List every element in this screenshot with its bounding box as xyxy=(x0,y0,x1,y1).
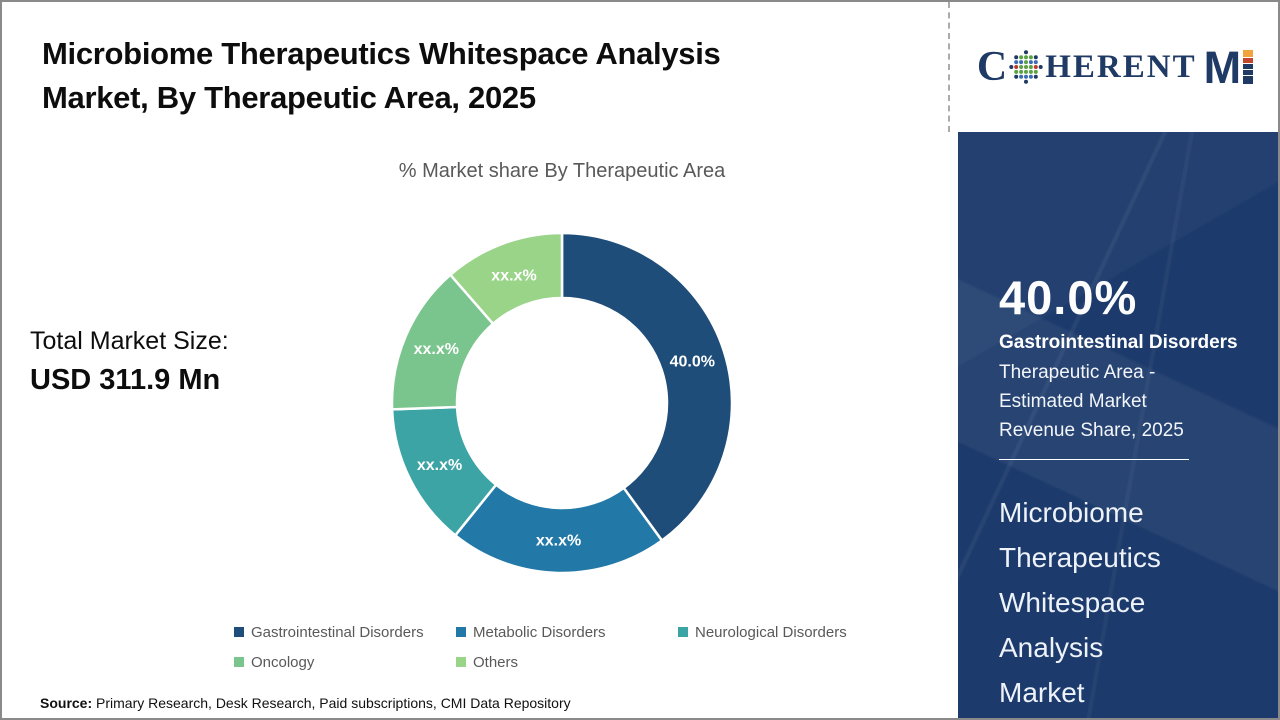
donut-segment-gastrointestinal-disorders xyxy=(560,231,734,542)
logo-i-segment xyxy=(1243,64,1254,69)
logo-i-segment xyxy=(1243,76,1254,84)
legend-swatch-icon xyxy=(234,627,244,637)
legend-label: Gastrointestinal Disorders xyxy=(251,623,424,641)
legend-label: Others xyxy=(473,653,519,671)
logo-globe-dot xyxy=(1029,60,1034,65)
source-text: Primary Research, Desk Research, Paid su… xyxy=(92,695,571,711)
brand-logo: C HERENT M xyxy=(948,2,1278,132)
donut-segment-label: 40.0% xyxy=(670,353,715,370)
logo-globe-dot xyxy=(1024,69,1029,74)
chart-legend: Gastrointestinal Disorders Metabolic Diso… xyxy=(234,617,924,677)
sidebar-highlight-segment: Gastrointestinal Disorders xyxy=(999,332,1238,353)
logo-globe-dot xyxy=(1029,65,1034,69)
legend-item-gastrointestinal-disorders: Gastrointestinal Disorders xyxy=(234,617,456,647)
logo-globe-dot xyxy=(1029,69,1034,74)
logo-globe-dot xyxy=(1034,60,1039,65)
logo-globe-dot xyxy=(1024,55,1029,60)
logo-globe-dot xyxy=(1019,60,1024,65)
donut-segment-label: xx.x% xyxy=(536,533,581,550)
logo-globe-dot xyxy=(1019,69,1024,74)
coherent-logo-segmented-i-icon xyxy=(1243,50,1254,84)
logo-globe-dot xyxy=(1034,65,1039,69)
page-title: Microbiome Therapeutics Whitespace Analy… xyxy=(42,32,942,120)
sidebar-market-name: Microbiome Therapeutics Whitespace Analy… xyxy=(999,497,1161,708)
logo-i-segment xyxy=(1243,50,1254,57)
sidebar-description: Therapeutic Area - Estimated Market Reve… xyxy=(999,362,1184,441)
logo-globe-dot xyxy=(1009,65,1014,69)
total-market-size: Total Market Size: USD 311.9 Mn xyxy=(30,322,229,400)
legend-label: Oncology xyxy=(251,653,315,671)
logo-globe-dot xyxy=(1024,65,1029,69)
logo-globe-dot xyxy=(1034,55,1039,60)
page-title-line2: Market, By Therapeutic Area, 2025 xyxy=(42,80,536,115)
logo-i-segment xyxy=(1243,58,1254,63)
logo-globe-dot xyxy=(1024,50,1029,55)
legend-swatch-icon xyxy=(234,657,244,667)
legend-item-neurological-disorders: Neurological Disorders xyxy=(678,617,900,647)
logo-globe-dot xyxy=(1029,55,1034,60)
donut-chart: 40.0% xx.x% xx.x% xx.x% xx.x% xyxy=(382,223,742,583)
legend-item-metabolic-disorders: Metabolic Disorders xyxy=(456,617,678,647)
legend-item-others: Others xyxy=(456,647,678,677)
sidebar-percent: 40.0% xyxy=(999,271,1138,324)
chart-subtitle: % Market share By Therapeutic Area xyxy=(398,160,726,182)
logo-globe-dot xyxy=(1019,55,1024,60)
donut-segment-label: xx.x% xyxy=(417,457,462,474)
logo-globe-dot xyxy=(1014,74,1019,79)
logo-globe-dot xyxy=(1014,65,1019,69)
legend-swatch-icon xyxy=(456,657,466,667)
logo-letter-c: C xyxy=(976,44,1008,90)
sidebar-panel: 40.0% Gastrointestinal Disorders Therape… xyxy=(958,132,1278,718)
logo-globe-dot xyxy=(1024,60,1029,65)
logo-globe-dot xyxy=(1014,55,1019,60)
source-note: Source: Primary Research, Desk Research,… xyxy=(40,695,571,711)
logo-globe-dot xyxy=(1034,74,1039,79)
legend-swatch-icon xyxy=(678,627,688,637)
logo-i-segment xyxy=(1243,70,1254,75)
total-market-size-label: Total Market Size: xyxy=(30,327,229,355)
legend-label: Neurological Disorders xyxy=(695,623,847,641)
legend-swatch-icon xyxy=(456,627,466,637)
donut-chart-svg: 40.0% xx.x% xx.x% xx.x% xx.x% xyxy=(390,231,734,575)
source-label: Source: xyxy=(40,695,93,711)
logo-globe-dot xyxy=(1019,65,1024,69)
page-title-line1: Microbiome Therapeutics Whitespace Analy… xyxy=(42,36,721,71)
coherentmi-logo: C HERENT M xyxy=(976,41,1254,93)
legend-item-oncology: Oncology xyxy=(234,647,456,677)
logo-globe-dot xyxy=(1019,74,1024,79)
logo-letter-m: M xyxy=(1203,41,1241,93)
logo-globe-dot xyxy=(1014,69,1019,74)
sidebar-divider xyxy=(999,459,1189,460)
logo-globe-dot xyxy=(1038,65,1043,69)
logo-globe-dot xyxy=(1014,60,1019,65)
total-market-size-value: USD 311.9 Mn xyxy=(30,364,221,396)
logo-globe-dot xyxy=(1024,74,1029,79)
logo-letters-herent: HERENT xyxy=(1045,48,1197,85)
logo-globe-dot xyxy=(1029,74,1034,79)
donut-segment-others xyxy=(449,231,564,326)
legend-label: Metabolic Disorders xyxy=(473,623,606,641)
donut-segment-label: xx.x% xyxy=(414,341,459,358)
coherent-logo-globe-icon xyxy=(1009,50,1043,84)
donut-segment-label: xx.x% xyxy=(491,267,536,284)
logo-globe-dot xyxy=(1024,79,1029,84)
logo-globe-dot xyxy=(1034,69,1039,74)
